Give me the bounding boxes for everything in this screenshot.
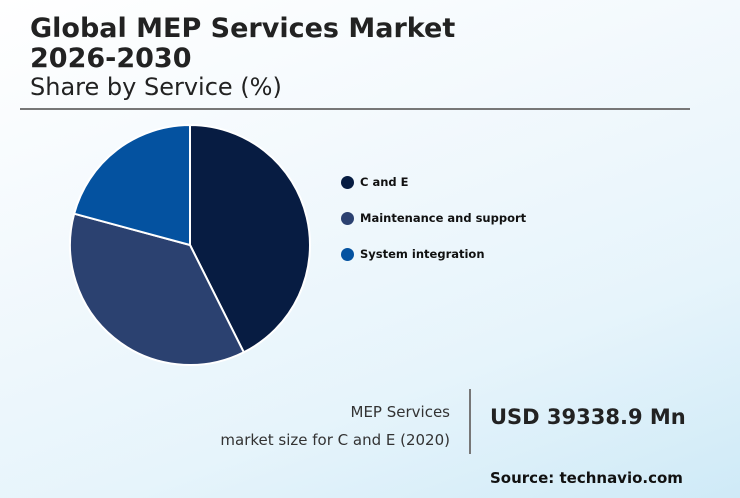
market-size-caption-line-1: MEP Services <box>350 403 451 421</box>
market-size-caption-line-2: market size for C and E (2020) <box>220 431 450 449</box>
source-credit: Source: technavio.com <box>490 469 683 487</box>
legend-item-system-integration: System integration <box>341 245 526 263</box>
market-size-value: USD 39338.9 Mn <box>490 405 686 429</box>
pie-slice-maintenance-and-support <box>69 212 246 366</box>
legend-label: Maintenance and support <box>360 211 527 225</box>
legend: C and E Maintenance and support System i… <box>341 173 526 281</box>
legend-item-maintenance-and-support: Maintenance and support <box>341 209 526 227</box>
chart-title: Global MEP Services Market 2026-2030 <box>30 14 455 74</box>
stat-divider <box>469 389 471 454</box>
header-divider <box>20 108 690 110</box>
title-line-2: 2026-2030 <box>30 43 192 74</box>
legend-dot-icon <box>341 247 354 261</box>
title-line-1: Global MEP Services Market <box>30 13 456 44</box>
chart-subtitle: Share by Service (%) <box>30 73 282 101</box>
pie-slice-system-integration <box>72 123 191 247</box>
legend-dot-icon <box>341 211 354 225</box>
pie-chart <box>69 123 311 366</box>
legend-label: System integration <box>360 247 485 261</box>
market-size-caption: MEP Services market size for C and E (20… <box>220 398 450 454</box>
legend-item-c-and-e: C and E <box>341 173 526 191</box>
legend-label: C and E <box>360 175 409 189</box>
legend-dot-icon <box>341 175 354 189</box>
pie-slice-c-and-e <box>189 123 311 354</box>
